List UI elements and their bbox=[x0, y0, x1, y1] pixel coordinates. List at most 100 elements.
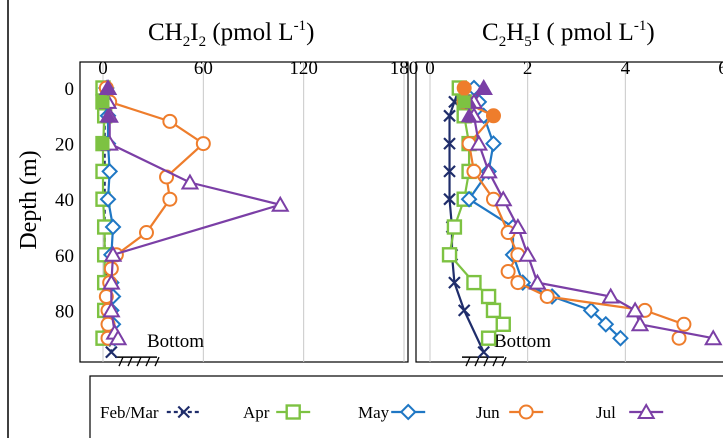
series-jul bbox=[464, 78, 723, 346]
data-point bbox=[582, 301, 600, 319]
filled-surface-markers bbox=[457, 79, 501, 123]
data-point bbox=[102, 301, 121, 318]
left-title-part-b: I bbox=[190, 19, 198, 46]
left-title-part-c: (pmol L bbox=[206, 19, 294, 46]
left-title-sub-a: 2 bbox=[183, 34, 191, 50]
data-point bbox=[98, 289, 114, 304]
data-point bbox=[104, 218, 122, 236]
x-tick-label: 4 bbox=[621, 58, 631, 79]
filled-data-point bbox=[96, 95, 110, 109]
data-point bbox=[162, 191, 178, 207]
right-title-sub-b: 5 bbox=[524, 34, 532, 50]
right-panel: 0 2 4 6 Bottom bbox=[415, 58, 723, 367]
plot-area bbox=[441, 78, 723, 359]
seabed-hatch bbox=[462, 356, 507, 367]
filled-data-point bbox=[486, 108, 501, 123]
panel-frame bbox=[415, 61, 723, 363]
data-point bbox=[597, 315, 615, 333]
data-point bbox=[457, 304, 471, 317]
left-panel-title: CH2I2 (pmol L-1) bbox=[148, 18, 314, 50]
filled-data-point bbox=[457, 81, 472, 95]
data-point bbox=[485, 135, 502, 153]
data-point bbox=[625, 301, 645, 318]
right-title-part-d: ) bbox=[646, 19, 654, 46]
filled-data-point bbox=[475, 79, 493, 95]
series-line bbox=[105, 87, 206, 339]
legend-label: May bbox=[358, 403, 390, 422]
right-title-sub-a: 2 bbox=[499, 34, 507, 50]
series-jul bbox=[98, 78, 290, 346]
right-title-part-b: H bbox=[506, 19, 524, 46]
series-line bbox=[472, 87, 714, 340]
right-panel-title: C2H5I ( pmol L-1) bbox=[482, 18, 655, 50]
data-point bbox=[443, 137, 456, 150]
data-point bbox=[528, 273, 547, 290]
legend-item-jul: Jul bbox=[596, 402, 664, 422]
data-point bbox=[510, 275, 526, 291]
right-title-part-a: C bbox=[482, 19, 499, 46]
left-title-sup: -1 bbox=[294, 18, 307, 34]
data-point bbox=[480, 330, 497, 346]
x-tick-label: 0 bbox=[425, 58, 435, 79]
data-point bbox=[466, 274, 482, 291]
y-tick-label: 0 bbox=[65, 79, 75, 100]
data-point bbox=[539, 289, 555, 304]
data-point bbox=[446, 219, 463, 235]
data-point bbox=[103, 245, 123, 262]
data-point bbox=[495, 316, 511, 332]
data-point bbox=[601, 287, 620, 304]
x-tick-label: 6 bbox=[718, 58, 723, 79]
data-point bbox=[105, 345, 118, 359]
data-point bbox=[676, 316, 692, 332]
filled-data-point bbox=[99, 107, 117, 123]
data-point bbox=[480, 288, 497, 305]
legend-marker bbox=[399, 403, 417, 421]
data-point bbox=[443, 109, 456, 123]
data-point bbox=[500, 263, 516, 279]
data-point bbox=[448, 276, 461, 289]
filled-data-point bbox=[99, 79, 117, 95]
y-axis-label: Depth (m) bbox=[16, 150, 42, 249]
data-point bbox=[441, 247, 458, 263]
x-tick-label: 60 bbox=[194, 58, 213, 79]
y-tick-label: 20 bbox=[55, 135, 74, 156]
data-point bbox=[477, 345, 490, 359]
seabed-hatch bbox=[115, 356, 160, 367]
x-tick-label: 180 bbox=[390, 58, 419, 79]
filled-data-point bbox=[96, 137, 110, 151]
data-point bbox=[180, 173, 200, 190]
data-point bbox=[460, 190, 478, 208]
data-point bbox=[508, 217, 528, 234]
data-point bbox=[479, 162, 498, 179]
legend-label: Jul bbox=[596, 403, 616, 422]
left-title-sub-b: 2 bbox=[199, 34, 207, 50]
bottom-label: Bottom bbox=[147, 331, 204, 352]
data-point bbox=[485, 302, 502, 319]
data-point bbox=[195, 136, 211, 152]
bottom-label: Bottom bbox=[494, 331, 551, 352]
data-point bbox=[518, 245, 537, 262]
legend-label: Feb/Mar bbox=[100, 403, 159, 422]
left-title-part-d: ) bbox=[306, 19, 314, 46]
data-point bbox=[466, 163, 482, 179]
data-point bbox=[271, 195, 290, 212]
panel-frame bbox=[79, 61, 409, 363]
y-tick-label: 60 bbox=[55, 246, 74, 267]
filled-data-point bbox=[457, 95, 471, 109]
data-point bbox=[101, 162, 119, 180]
legend-box bbox=[89, 375, 723, 438]
right-title-sup: -1 bbox=[634, 18, 647, 34]
legend: Feb/Mar Apr May Jun Jul bbox=[89, 375, 723, 438]
legend-label: Jun bbox=[476, 403, 500, 422]
filled-surface-markers bbox=[96, 79, 117, 151]
left-panel: 0 60 120 180 0 20 40 60 80 Bottom bbox=[55, 58, 419, 367]
filled-data-point bbox=[460, 107, 478, 123]
data-point bbox=[99, 190, 117, 208]
x-tick-label: 0 bbox=[98, 58, 108, 79]
legend-item-jun: Jun bbox=[476, 403, 544, 422]
data-point bbox=[443, 165, 456, 178]
left-title-part-a: CH bbox=[148, 19, 183, 46]
series-line bbox=[106, 88, 285, 339]
data-point bbox=[108, 329, 128, 346]
